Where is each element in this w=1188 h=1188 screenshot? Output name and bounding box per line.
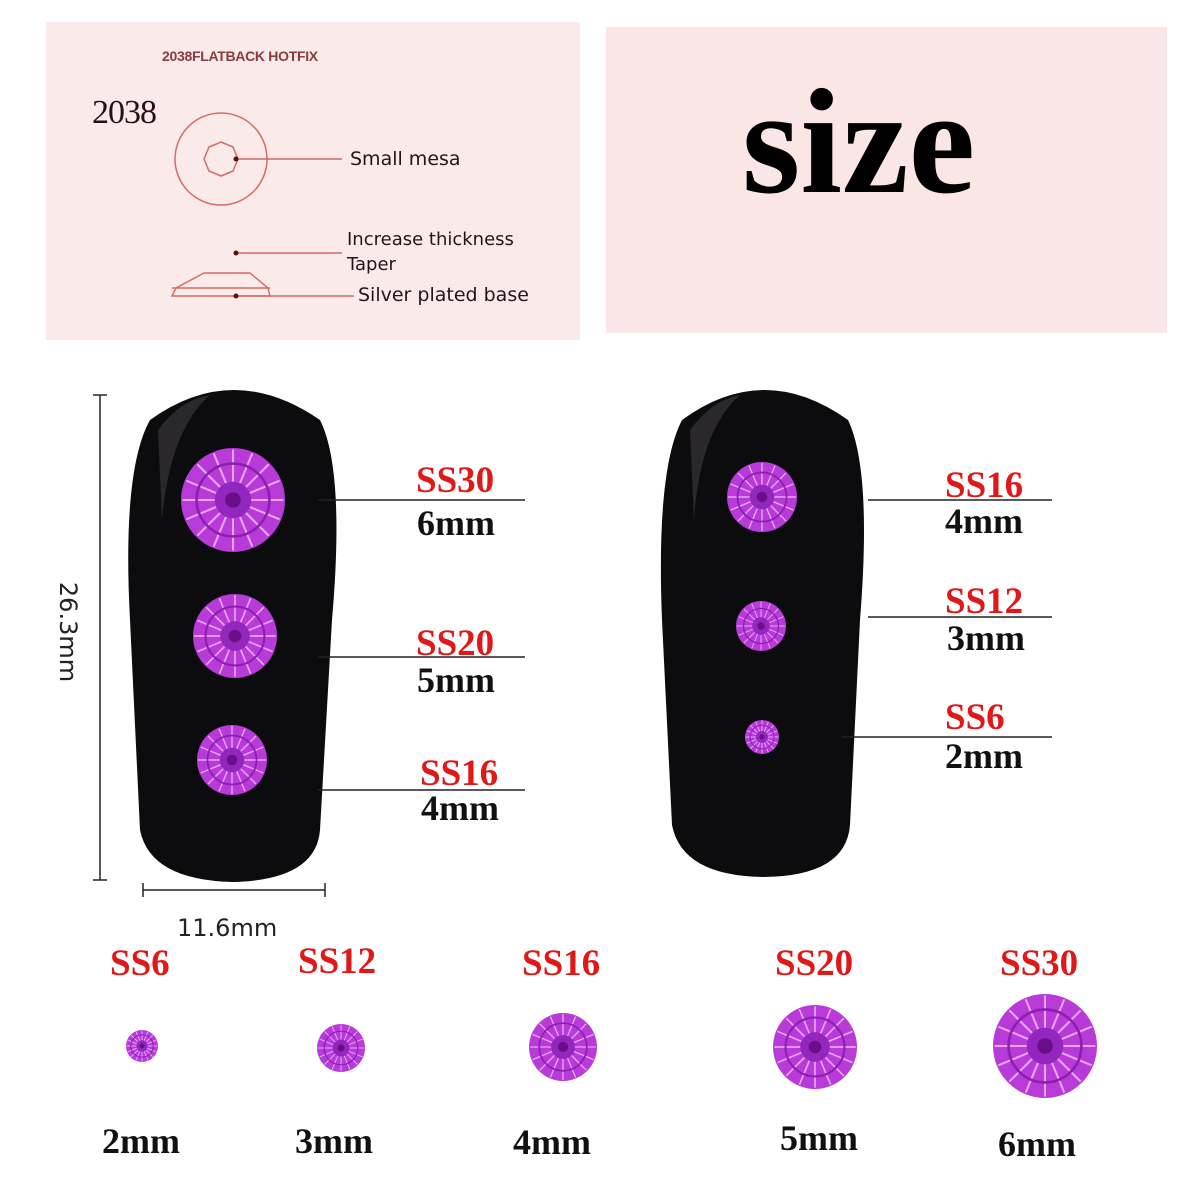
label-increase-thickness: Increase thickness (347, 229, 514, 250)
diameter-label: 4mm (945, 501, 1023, 541)
label-small-mesa: Small mesa (350, 148, 461, 170)
label-silver-plated-base: Silver plated base (358, 284, 529, 306)
diameter-label: 5mm (780, 1118, 858, 1158)
size-code-label: SS12 (945, 581, 1024, 622)
diameter-label: 6mm (998, 1124, 1076, 1164)
size-code-label: SS20 (416, 623, 495, 664)
width-dimension-label: 11.6mm (177, 914, 278, 942)
rhinestone-gem (745, 720, 779, 754)
size-code-label: SS30 (416, 460, 495, 501)
size-code-label: SS6 (110, 943, 170, 984)
rhinestone-gem (529, 1013, 597, 1081)
size-code-label: SS12 (298, 941, 377, 982)
size-header-panel: size (606, 27, 1167, 333)
size-code-label: SS16 (522, 943, 601, 984)
rhinestone-gem (126, 1030, 158, 1062)
label-taper: Taper (347, 254, 396, 275)
diameter-label: 6mm (417, 503, 495, 543)
model-number: 2038 (92, 94, 157, 131)
size-code-label: SS6 (945, 697, 1005, 738)
rhinestone-gem (193, 594, 277, 678)
size-code-label: SS16 (945, 465, 1024, 506)
diameter-label: 3mm (947, 618, 1025, 658)
diagram-title: 2038FLATBACK HOTFIX (162, 48, 318, 64)
diameter-label: 2mm (945, 736, 1023, 776)
size-heading: size (742, 59, 976, 225)
diameter-label: 4mm (513, 1122, 591, 1162)
rhinestone-diagram (170, 112, 354, 299)
diameter-label: 2mm (102, 1121, 180, 1161)
height-dimension-label: 26.3mm (54, 581, 83, 683)
diameter-label: 4mm (421, 788, 499, 828)
size-code-label: SS16 (420, 753, 499, 794)
rhinestone-gem (993, 994, 1097, 1098)
size-code-label: SS30 (1000, 943, 1079, 984)
rhinestone-gem (727, 462, 797, 532)
rhinestone-gem (181, 448, 285, 552)
flatback-diagram-panel: 2038FLATBACK HOTFIX 2038 Small mesa Incr… (46, 22, 580, 340)
rhinestone-gem (197, 725, 267, 795)
rhinestone-gem (773, 1005, 857, 1089)
diameter-label: 3mm (295, 1121, 373, 1161)
nail-left-highlight (158, 395, 210, 520)
rhinestone-gem (736, 601, 786, 651)
nail-right-highlight (690, 395, 740, 520)
size-code-label: SS20 (775, 943, 854, 984)
diameter-label: 5mm (417, 660, 495, 700)
rhinestone-gem (317, 1024, 365, 1072)
